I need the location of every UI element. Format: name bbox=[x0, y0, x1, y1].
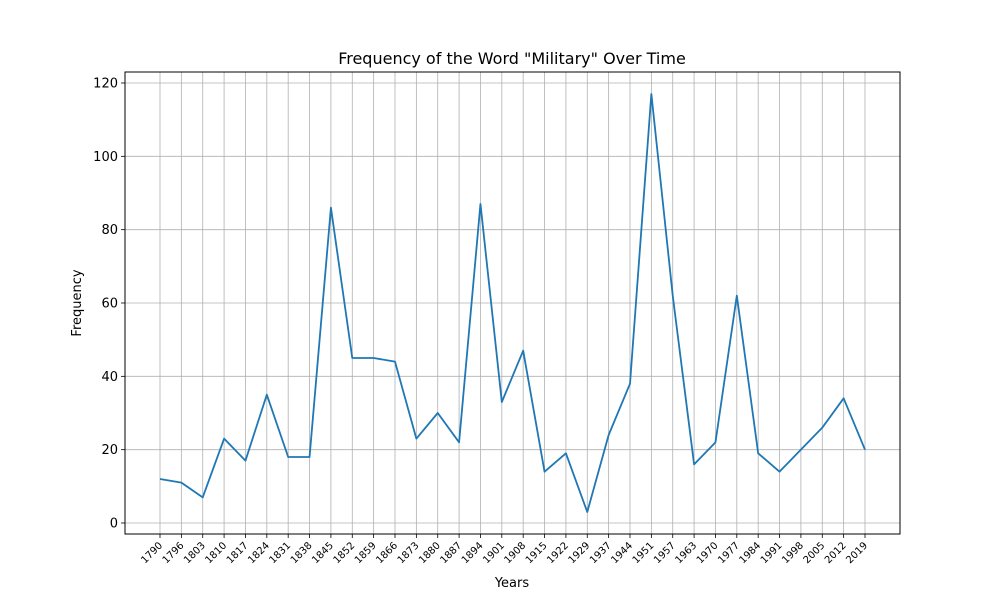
plot-area bbox=[159, 93, 866, 513]
y-tick-label: 100 bbox=[93, 150, 118, 165]
y-axis-label: Frequency bbox=[70, 269, 85, 336]
y-tick-label: 60 bbox=[101, 297, 118, 312]
grid bbox=[125, 72, 900, 534]
y-tick-label: 40 bbox=[101, 370, 118, 385]
x-axis-label: Years bbox=[494, 576, 530, 591]
y-tick-label: 80 bbox=[101, 223, 118, 238]
chart-title: Frequency of the Word "Military" Over Ti… bbox=[338, 49, 686, 68]
y-tick-label: 0 bbox=[110, 517, 118, 532]
y-axis: 0 20 40 60 80 100 120 bbox=[93, 77, 125, 532]
series-line bbox=[159, 93, 866, 513]
y-tick-label: 20 bbox=[101, 443, 118, 458]
y-tick-label: 120 bbox=[93, 77, 118, 92]
